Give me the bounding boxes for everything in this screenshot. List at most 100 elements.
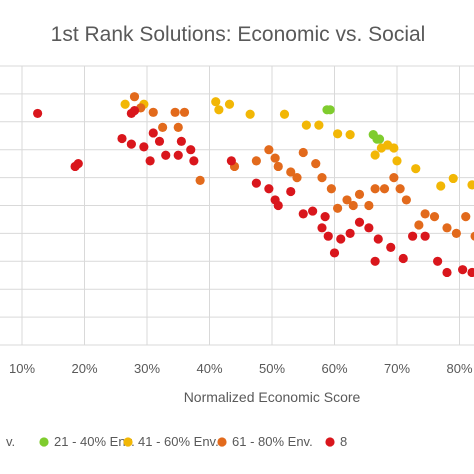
chart-title: 1st Rank Solutions: Economic vs. Social [51,23,426,46]
data-point [389,173,399,183]
data-point [354,189,365,199]
data-point [176,136,186,146]
data-point [364,200,374,211]
data-point [467,267,474,278]
data-point [345,130,355,140]
data-point [411,164,421,174]
data-point [461,212,471,222]
data-point [148,107,158,117]
data-point [379,184,390,194]
data-point [145,156,155,166]
x-axis-label: Normalized Economic Score [184,389,361,405]
data-point [333,129,343,139]
data-point [264,184,274,194]
x-tick-label: 20% [71,361,97,376]
data-point [448,173,458,184]
data-point [211,97,221,107]
data-point [120,99,130,109]
data-point [451,228,461,238]
data-point [342,195,352,205]
data-point [195,175,205,185]
data-point [345,228,355,238]
data-point [279,109,290,119]
data-point [326,184,336,194]
data-point [286,167,296,177]
x-tick-labels: 10% 20% 30% 40% 50% 60% 70% 80% [9,361,473,376]
data-point [325,105,335,115]
data-point [117,133,127,144]
data-point [329,248,340,258]
data-point [414,220,424,230]
data-point [442,267,452,278]
legend-marker [39,437,49,447]
data-point [33,108,43,119]
data-point [308,206,318,216]
data-point [148,128,158,138]
legend-marker [325,437,335,447]
data-point [170,107,180,117]
legend-label: 61 - 80% Env. [232,434,313,449]
data-point [179,107,190,117]
data-point [348,200,358,211]
data-point [226,156,236,166]
data-point [158,122,168,132]
data-point [251,156,261,166]
data-point [189,156,199,166]
data-point [442,223,452,233]
data-point [401,195,411,205]
data-point [317,173,327,183]
data-point [470,231,474,241]
data-point [467,180,474,190]
gridlines [0,65,474,346]
data-point [311,159,321,169]
data-point [161,150,171,160]
data-point [270,153,280,163]
x-tick-label: 80% [446,361,472,376]
data-point [273,200,283,211]
x-tick-label: 60% [321,361,347,376]
data-point [420,231,430,241]
data-point [245,109,255,119]
legend-label: 8 [340,434,347,449]
data-point [286,186,296,197]
legend: v. 21 - 40% Env. 41 - 60% Env. 61 - 80% Env… [6,434,347,449]
data-point [370,256,380,266]
data-point [129,106,140,116]
data-point [173,150,183,160]
data-point [126,139,136,149]
data-point [317,223,327,233]
data-point [336,234,346,244]
data-point [389,143,399,153]
legend-label: 41 - 60% Env. [138,434,219,449]
data-point [301,120,311,130]
x-tick-label: 10% [9,361,35,376]
data-point [408,231,418,241]
data-point [154,136,165,146]
data-point [298,147,308,158]
data-point [333,203,343,213]
x-tick-label: 40% [196,361,222,376]
data-point [392,156,402,166]
data-point [433,256,443,266]
legend-label: v. [6,434,15,449]
data-point [354,217,365,227]
data-point [224,99,235,109]
data-point [214,105,224,115]
data-point [436,181,446,191]
data-point [173,122,183,132]
data-point [139,142,149,152]
legend-label: 21 - 40% Env. [54,434,135,449]
data-point [314,120,324,130]
data-point [373,234,383,244]
data-point [398,253,408,264]
data-point [374,134,385,144]
data-point [323,231,333,241]
data-point [129,92,140,102]
legend-marker [123,437,133,447]
data-point [420,209,430,219]
data-point [273,161,283,172]
data-point [429,212,440,222]
data-point [364,223,374,233]
data-point [186,145,196,155]
